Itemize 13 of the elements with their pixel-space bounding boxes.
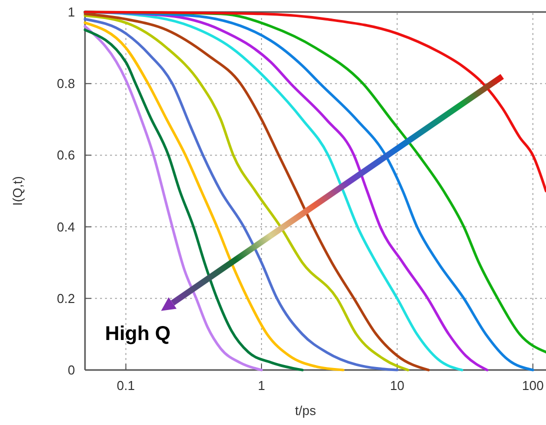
- annotation: High Q: [105, 323, 171, 345]
- x-tick-label: 1: [258, 378, 266, 393]
- x-tick-label: 0.1: [116, 378, 135, 393]
- y-axis-title: I(Q,t): [10, 176, 25, 206]
- x-tick-label: 10: [390, 378, 404, 393]
- y-tick-label: 0.4: [56, 219, 75, 234]
- x-tick-label: 100: [522, 378, 544, 393]
- y-tick-label: 0.6: [56, 148, 75, 163]
- y-tick-label: 1: [68, 4, 75, 20]
- x-axis-title: t/ps: [295, 403, 316, 418]
- y-tick-label: 0: [68, 362, 75, 378]
- y-tick-label: 0.8: [56, 76, 75, 92]
- y-tick-label: 0.2: [56, 290, 75, 306]
